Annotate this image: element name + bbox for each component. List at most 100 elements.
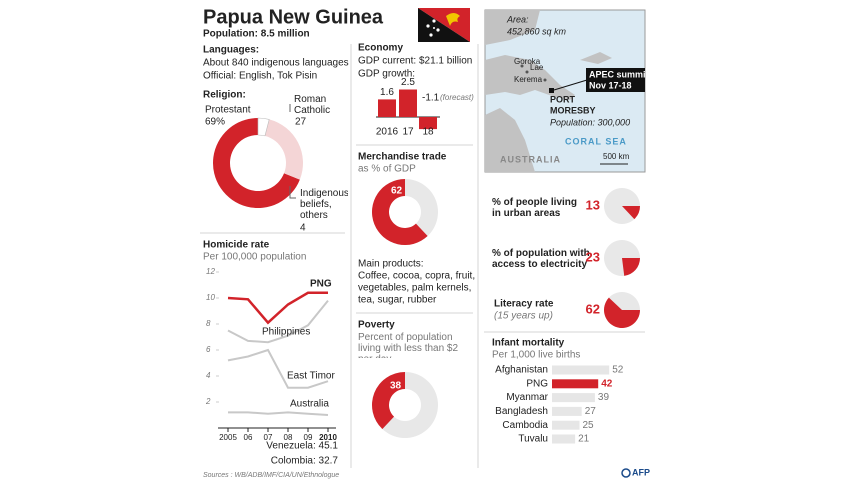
x-tick-label: 2005: [219, 433, 237, 442]
pie-value-label: 23: [586, 249, 600, 264]
series-line: [227, 299, 329, 344]
pie-slice: [372, 372, 405, 430]
x-tick-label: 2010: [319, 433, 337, 442]
pie-value-label: 4: [300, 223, 306, 234]
pie-slice: [264, 119, 303, 180]
series-line: [227, 348, 329, 389]
pie-title: % of population with access to electrici…: [492, 248, 590, 270]
chart-subtitle: Per 1,000 live births: [492, 350, 580, 361]
y-tick-label: Cambodia: [502, 420, 548, 431]
bar: [552, 393, 595, 403]
series-line: [227, 291, 328, 325]
pie-title-box: % of people living in urban areas: [492, 197, 578, 219]
flag: [418, 8, 470, 42]
series-line: [228, 411, 329, 416]
pie-slice: [257, 117, 270, 137]
x-tick-label: 2016: [376, 127, 399, 138]
pie-value-label: 62: [586, 301, 600, 316]
pie-category: Roman Catholic: [294, 94, 331, 116]
economy-line: GDP growth:: [358, 69, 415, 80]
map-place: Goroka: [514, 57, 541, 66]
capital-marker: [549, 88, 554, 93]
y-tick-label: 12: [206, 267, 215, 276]
pie-subtitle: (15 years up): [494, 311, 553, 322]
pie-title: Religion:: [203, 90, 246, 101]
value-label: 42: [601, 378, 613, 389]
pie-slice: [604, 297, 640, 328]
value-label: 25: [583, 420, 595, 431]
bar: [552, 365, 610, 375]
bar: [552, 420, 580, 430]
map: [484, 9, 646, 173]
series-name: East Timor: [287, 371, 335, 382]
y-tick-label: Myanmar: [506, 392, 548, 403]
pie-value-label: 13: [586, 197, 600, 212]
bar: [419, 117, 437, 130]
credit: AFP: [632, 467, 650, 477]
bar: [552, 406, 582, 416]
y-tick-label: 2: [205, 397, 211, 406]
x-tick-label: 17: [402, 127, 414, 138]
pie-slice: [213, 118, 300, 209]
economy-heading: Economy: [358, 43, 403, 54]
leader-line: [289, 186, 296, 199]
y-tick-label: 6: [206, 345, 211, 354]
logo: [621, 468, 631, 478]
population: Population: 8.5 million: [203, 29, 310, 40]
chart-title: Infant mortality: [492, 338, 565, 349]
x-tick-label: 06: [244, 433, 253, 442]
pie-value-label: 38: [390, 381, 402, 392]
series-name: Australia: [290, 399, 329, 410]
languages-line: Official: English, Tok Pisin: [203, 71, 317, 82]
y-tick-label: Tuvalu: [518, 434, 548, 445]
map-country: AUSTRALIA: [500, 154, 561, 164]
pie-slice: [372, 179, 428, 245]
value-label: 52: [612, 365, 624, 376]
languages-heading: Languages:: [203, 45, 259, 56]
languages-line: About 840 indigenous languages: [203, 58, 349, 69]
pie-title: % of people living in urban areas: [492, 197, 578, 219]
map-scale: 500 km: [603, 152, 630, 161]
map-capital: PORT: [550, 94, 576, 104]
map-sea: CORAL SEA: [565, 136, 627, 146]
products-line: tea, sugar, rubber: [358, 295, 437, 306]
y-tick-label: 10: [206, 293, 215, 302]
annotation: (forecast): [440, 93, 474, 102]
value-label: 21: [578, 434, 590, 445]
value-label: -1.1: [422, 93, 440, 104]
series-name: Philippines: [262, 327, 310, 338]
pie-slice: [622, 206, 640, 220]
x-tick-label: 18: [422, 127, 434, 138]
bar: [378, 99, 396, 117]
annotation: Colombia: 32.7: [271, 456, 339, 467]
pie-value-label: 62: [391, 186, 403, 197]
value-label: 27: [585, 406, 597, 417]
value-label: 39: [598, 392, 610, 403]
y-tick-label: Bangladesh: [495, 406, 548, 417]
pie-subtitle-box: Percent of population living with less t…: [358, 332, 458, 358]
pie-category: Protestant: [205, 105, 251, 116]
pie-title: Poverty: [358, 320, 395, 331]
pie-category-box: Indigenous beliefs, others: [300, 188, 348, 221]
x-tick-label: 08: [284, 433, 293, 442]
pie-title: Literacy rate: [494, 299, 554, 310]
pie-category: Indigenous beliefs, others: [300, 188, 348, 221]
pie-slice: [622, 258, 640, 276]
sources: Sources : WB/ADB/IMF/CIA/UN/Ethnologue: [203, 472, 339, 479]
pie-value-label: 69%: [205, 117, 225, 128]
callout-line: [553, 79, 588, 91]
y-tick-label: PNG: [526, 378, 548, 389]
value-label: 1.6: [380, 87, 394, 98]
y-tick-label: 8: [206, 319, 211, 328]
callout-box: [586, 68, 645, 92]
y-tick-label: 4: [206, 371, 211, 380]
products-heading: Main products:: [358, 259, 424, 270]
y-tick-label: Afghanistan: [495, 365, 548, 376]
annotation: Venezuela: 45.1: [266, 441, 338, 452]
x-tick-label: 07: [264, 433, 273, 442]
map-event: Nov 17-18: [589, 80, 632, 90]
pie-title-box: % of population with access to electrici…: [492, 248, 590, 270]
pie-category-box: Roman Catholic: [294, 94, 331, 116]
chart-title: Homicide rate: [203, 240, 270, 251]
